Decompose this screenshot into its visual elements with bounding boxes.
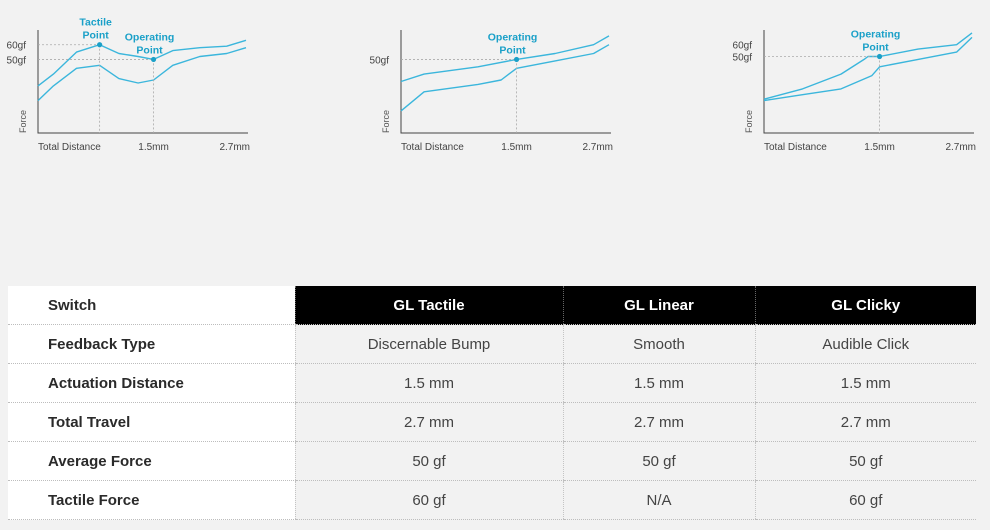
x-tick-label: 1.5mm — [138, 142, 169, 153]
y-axis-label: Force — [381, 110, 391, 133]
table-cell: N/A — [562, 480, 755, 520]
table-cell: 1.5 mm — [754, 363, 976, 403]
table-cell: 1.5 mm — [562, 363, 755, 403]
row-label: Total Travel — [8, 402, 295, 442]
table-row: Feedback Type Discernable Bump Smooth Au… — [8, 324, 976, 364]
row-label: Tactile Force — [8, 480, 295, 520]
x-tick-label: 2.7mm — [582, 142, 613, 153]
annotation-dot — [876, 53, 883, 60]
annotation-label: Point — [862, 41, 889, 53]
annotation-label: Operating — [488, 31, 538, 43]
y-tick-label: 50gf — [7, 55, 27, 66]
axes — [37, 30, 248, 134]
y-tick-label: 60gf — [733, 41, 753, 52]
x-axis-label: Total Distance — [401, 142, 464, 153]
row-label: Feedback Type — [8, 324, 295, 364]
table-cell: 50 gf — [754, 441, 976, 481]
y-tick-label: 50gf — [733, 52, 753, 63]
table-cell: Discernable Bump — [294, 324, 563, 364]
x-axis-label: Total Distance — [764, 142, 827, 153]
x-axis-label: Total Distance — [38, 142, 101, 153]
force-curve-2 — [37, 47, 247, 102]
table-cell: 2.7 mm — [754, 402, 976, 442]
table-row: Average Force 50 gf 50 gf 50 gf — [8, 441, 976, 481]
y-tick-label: 60gf — [7, 41, 27, 52]
column-header-gl-tactile: GL Tactile — [294, 286, 563, 325]
annotation-dot — [513, 56, 520, 63]
x-tick-label: 1.5mm — [501, 142, 532, 153]
y-tick-label: 50gf — [370, 55, 390, 66]
table-row: Tactile Force 60 gf N/A 60 gf — [8, 480, 976, 520]
table-cell: Audible Click — [754, 324, 976, 364]
annotation-label: Point — [499, 44, 526, 56]
annotation-label: Point — [83, 30, 110, 42]
header-label: Switch — [8, 286, 295, 325]
column-header-gl-clicky: GL Clicky — [754, 286, 976, 325]
y-axis-label: Force — [744, 110, 754, 133]
row-label: Average Force — [8, 441, 295, 481]
x-tick-label: 2.7mm — [945, 142, 976, 153]
annotation-dot — [150, 56, 157, 63]
table-cell: Smooth — [562, 324, 755, 364]
table-cell: 50 gf — [562, 441, 755, 481]
force-curve-1 — [37, 39, 247, 87]
table-cell: 1.5 mm — [294, 363, 563, 403]
y-axis-label: Force — [18, 110, 28, 133]
table-cell: 50 gf — [294, 441, 563, 481]
row-label: Actuation Distance — [8, 363, 295, 403]
annotation-dot — [97, 42, 103, 48]
force-curve-2 — [763, 36, 973, 102]
x-tick-label: 2.7mm — [219, 142, 250, 153]
axes — [763, 30, 974, 134]
x-tick-label: 1.5mm — [864, 142, 895, 153]
column-header-gl-linear: GL Linear — [562, 286, 755, 325]
axes — [400, 30, 611, 134]
annotation-label: Operating — [125, 31, 175, 43]
force-graph-svg: Force Total Distance 1.5mm 2.7mm OperatingPo… — [733, 28, 976, 153]
switch-spec-table: Switch GL Tactile GL Linear GL Clicky Fe… — [8, 286, 976, 520]
table-cell: 60 gf — [754, 480, 976, 520]
table-cell: 2.7 mm — [562, 402, 755, 442]
force-curve-2 — [400, 44, 610, 112]
clicky-force-graph: Force Total Distance 1.5mm 2.7mm Operating Po… — [726, 0, 976, 160]
annotation-label: Tactile — [79, 17, 112, 29]
tactile-force-graph: Force Total Distance 1.5mm 2.7mm Tactile Poin… — [0, 0, 250, 160]
annotation-label: Point — [136, 44, 163, 56]
table-cell: 60 gf — [294, 480, 563, 520]
force-graph-svg: Force Total Distance 1.5mm 2.7mm OperatingPo… — [370, 30, 613, 153]
linear-force-graph: Force Total Distance 1.5mm 2.7mm Operating Po… — [363, 0, 613, 160]
table-header-row: Switch GL Tactile GL Linear GL Clicky — [8, 286, 976, 325]
table-cell: 2.7 mm — [294, 402, 563, 442]
table-row: Total Travel 2.7 mm 2.7 mm 2.7 mm — [8, 402, 976, 442]
annotation-label: Operating — [851, 28, 901, 40]
table-row: Actuation Distance 1.5 mm 1.5 mm 1.5 mm — [8, 363, 976, 403]
